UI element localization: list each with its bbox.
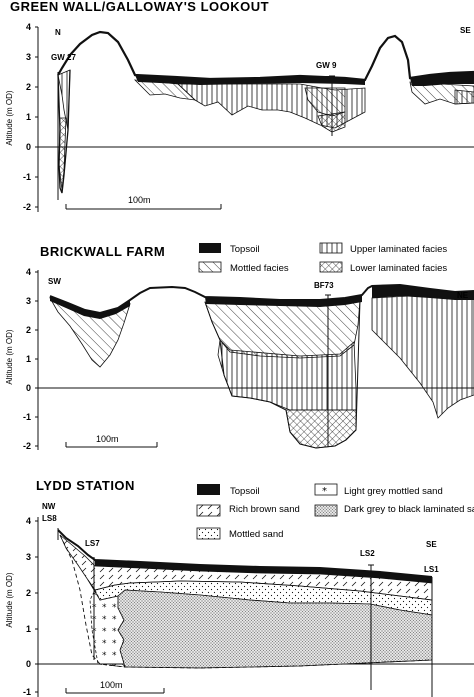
panel-title: BRICKWALL FARM [40,244,165,259]
legend-swatch-mottled-sand [196,527,221,540]
end-label-se: SE [426,540,437,549]
legend-label: Upper laminated facies [350,244,447,255]
channel-outline [59,534,433,669]
y-tick-label: 4 [26,267,31,277]
y-tick-label: 4 [26,22,31,32]
y-axis-label: Altitude (m OD) [5,90,14,145]
y-tick-label: -2 [23,441,31,451]
topsoil [135,75,365,85]
end-label-se: SE [460,26,471,35]
panel-title: LYDD STATION [36,478,135,493]
borehole-label-ls1: LS1 [424,565,439,574]
borehole-label-bf73: BF73 [314,281,334,290]
upper-laminated-facies [371,295,474,419]
y-tick-label: -2 [23,202,31,212]
ground-surface [57,529,433,578]
y-tick-label: -1 [23,412,31,422]
scale-bar: 100m [65,680,165,694]
borehole-label-ls2: LS2 [360,549,375,558]
end-label-n: N [55,28,61,37]
panel-brickwall-farm: BRICKWALL FARM Topsoil Upper laminated f… [5,242,474,451]
panel-lydd-station: LYDD STATION Topsoil * Light grey mottle… [5,478,474,697]
y-tick-label: 2 [26,325,31,335]
y-tick-label: 1 [26,624,31,634]
y-tick-label: -1 [23,687,31,697]
legend-label: Light grey mottled sand [344,486,443,497]
scale-bar: 100m [65,434,158,448]
y-ticks: 4 3 2 1 0 -1 [23,516,38,697]
star-icon: * [322,486,327,497]
legend: Topsoil Upper laminated facies Mottled f… [198,242,447,274]
y-tick-label: 0 [26,659,31,669]
y-tick-label: 1 [26,354,31,364]
ground-surface [49,283,474,315]
topsoil [50,296,130,319]
topsoil [95,560,432,583]
borehole-label-gw27: GW 27 [51,53,76,62]
legend-swatch-upper-laminated [319,242,343,254]
y-ticks: 4 3 2 1 0 -1 -2 [23,22,38,212]
legend-swatch-topsoil [197,484,220,495]
legend: Topsoil * Light grey mottled sand Rich b… [196,483,474,540]
channel-outline [204,299,361,449]
y-tick-label: 0 [26,383,31,393]
y-tick-label: 4 [26,516,31,526]
legend-label: Mottled facies [230,263,289,274]
legend-label: Dark grey to black laminated sand [344,504,474,515]
y-axis-label: Altitude (m OD) [5,572,14,627]
mottled-facies [133,79,197,101]
legend-swatch-topsoil [199,243,221,253]
legend-label: Rich brown sand [229,504,300,515]
borehole-label-gw9: GW 9 [316,61,337,70]
y-tick-label: 2 [26,588,31,598]
legend-swatch-dark-grey-laminated [314,504,338,517]
end-label-sw: SW [48,277,61,286]
y-tick-label: 0 [26,142,31,152]
light-grey-mottled-sand [89,589,126,668]
y-axis-label: Altitude (m OD) [5,329,14,384]
y-tick-label: 3 [26,552,31,562]
legend-label: Lower laminated facies [350,263,447,274]
upper-laminated-facies [454,89,474,105]
y-tick-label: 3 [26,52,31,62]
legend-swatch-rich-brown [196,504,221,517]
legend-swatch-lower-laminated [319,261,343,273]
panel-green-wall: GREEN WALL/GALLOWAY'S LOOKOUT 4 3 2 1 0 … [5,0,474,212]
legend-swatch-mottled [198,261,222,273]
legend-label: Topsoil [230,244,260,255]
scale-bar-label: 100m [100,680,123,690]
legend-label: Mottled sand [229,529,283,540]
y-tick-label: 2 [26,82,31,92]
borehole-label-ls7: LS7 [85,539,100,548]
y-tick-label: 3 [26,296,31,306]
panel-title: GREEN WALL/GALLOWAY'S LOOKOUT [10,0,269,14]
y-tick-label: 1 [26,112,31,122]
deep-channel [57,69,71,194]
scale-bar-label: 100m [96,434,119,444]
end-label-ne: NE [457,291,469,300]
legend-swatch-light-grey-mottled [314,483,338,496]
topsoil [410,72,474,86]
topsoil [372,285,474,300]
y-tick-label: -1 [23,172,31,182]
borehole-label-ls8: LS8 [42,514,57,523]
ground-surface [57,30,474,82]
legend-label: Topsoil [230,486,260,497]
scale-bar: 100m [65,195,222,210]
scale-bar-label: 100m [128,195,151,205]
lower-laminated-facies [285,409,357,449]
y-ticks: 4 3 2 1 0 -1 -2 [23,267,38,451]
end-label-nw: NW [42,502,56,511]
